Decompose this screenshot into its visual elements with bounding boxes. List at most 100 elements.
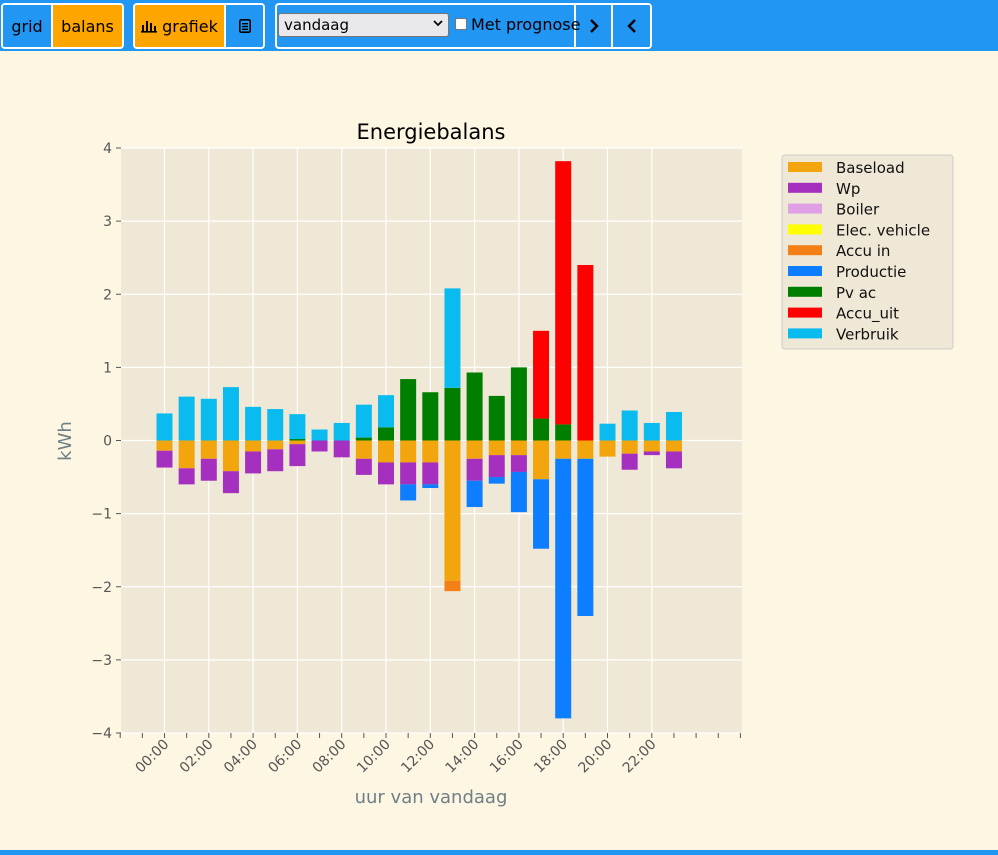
bar-wp — [378, 462, 394, 485]
x-tick-label: 18:00 — [531, 737, 571, 777]
bar-verbruik — [289, 414, 306, 440]
legend-box — [781, 154, 954, 350]
bar-accu-uit — [555, 161, 572, 425]
bar-chart-icon — [141, 21, 158, 33]
bar-verbruik — [355, 404, 372, 438]
bar-pv-ac — [378, 427, 394, 441]
legend-swatch — [788, 245, 822, 256]
bar-verbruik — [200, 398, 217, 441]
display-toggle-group: grafiek — [133, 3, 265, 49]
bar-productie — [488, 477, 505, 484]
divider — [574, 5, 576, 47]
legend-swatch — [788, 307, 822, 318]
bar-pv-ac — [555, 424, 572, 441]
bar-pv-ac — [355, 437, 372, 441]
bar-verbruik — [333, 422, 350, 441]
bar-verbruik — [599, 423, 616, 441]
period-select[interactable]: vandaag — [278, 13, 449, 37]
legend-entry: Verbruik — [836, 325, 899, 343]
list-icon — [238, 19, 251, 33]
bar-wp — [245, 451, 262, 474]
legend-swatch — [788, 266, 822, 276]
bar-pv-ac — [466, 372, 483, 441]
bar-verbruik — [222, 387, 239, 441]
bar-baseload — [665, 440, 682, 452]
table-view-button[interactable] — [226, 5, 263, 47]
bar-productie — [510, 471, 527, 513]
legend-entry: Boiler — [836, 201, 880, 219]
bar-accu-uit — [533, 330, 550, 419]
bar-wp — [400, 462, 417, 485]
bar-baseload — [422, 440, 439, 463]
y-tick-label: 2 — [103, 287, 112, 303]
x-tick-label: 08:00 — [310, 737, 350, 777]
grafiek-button[interactable]: grafiek — [135, 5, 224, 47]
legend-swatch — [788, 182, 822, 193]
bar-baseload — [621, 440, 638, 454]
y-tick-label: −3 — [91, 653, 112, 669]
bar-baseload — [466, 440, 483, 459]
legend-entry: Elec. vehicle — [836, 221, 930, 239]
y-tick-label: 4 — [103, 141, 112, 157]
bar-baseload — [156, 440, 173, 451]
legend-swatch — [788, 286, 822, 297]
legend-entry: Accu_uit — [836, 305, 899, 324]
bar-pv-ac — [510, 367, 527, 441]
bar-wp — [156, 450, 173, 468]
bar-accu-uit — [577, 265, 594, 441]
y-tick-label: −1 — [91, 507, 112, 523]
y-tick-label: 0 — [103, 434, 112, 450]
bar-pv-ac — [422, 392, 439, 441]
bar-baseload — [533, 440, 550, 480]
bar-baseload — [267, 440, 284, 450]
y-tick-label: −4 — [91, 726, 112, 742]
chart-area: −4 −3 −2 −1 0 1 2 3 4 00:00 02:00 04:00 06:00 08:00 10… — [0, 51, 998, 850]
bar-wp — [422, 462, 439, 485]
bar-wp — [665, 451, 682, 469]
x-tick-label: 04:00 — [221, 737, 261, 777]
bar-accu-in — [444, 580, 461, 592]
prognose-checkbox[interactable] — [455, 18, 467, 30]
bar-wp — [267, 449, 284, 472]
bar-productie — [466, 480, 483, 508]
toolbar: grid balans grafiek — [0, 0, 998, 51]
bar-baseload — [245, 440, 262, 452]
bar-wp — [311, 440, 328, 452]
bar-verbruik — [245, 406, 262, 441]
previous-button[interactable] — [613, 5, 650, 47]
bar-wp — [222, 471, 239, 494]
legend-swatch — [788, 203, 822, 214]
bar-verbruik — [311, 429, 328, 441]
legend-entry: Wp — [836, 180, 860, 198]
divider — [611, 5, 613, 47]
bar-productie — [555, 458, 572, 719]
y-tick-label: −2 — [91, 580, 112, 596]
balans-button[interactable]: balans — [53, 5, 122, 47]
next-button[interactable] — [576, 5, 611, 47]
bar-verbruik — [621, 410, 638, 441]
bar-baseload — [378, 440, 394, 463]
bar-wp — [178, 468, 195, 485]
prognose-label: Met prognose — [471, 15, 581, 34]
bar-pv-ac — [289, 439, 306, 441]
bars — [156, 161, 682, 719]
divider — [224, 5, 226, 47]
bar-verbruik — [444, 288, 461, 388]
bar-wp — [466, 458, 483, 481]
bar-productie — [533, 479, 550, 549]
x-tick-label: 06:00 — [265, 737, 305, 777]
grafiek-label: grafiek — [162, 16, 218, 36]
bar-verbruik — [156, 413, 173, 441]
grid-button[interactable]: grid — [3, 5, 51, 47]
bar-verbruik — [643, 422, 660, 441]
bar-baseload — [577, 440, 594, 459]
bar-verbruik — [267, 409, 284, 441]
bar-pv-ac — [533, 418, 550, 441]
divider — [51, 5, 53, 47]
bar-baseload — [555, 440, 572, 459]
view-toggle-group: grid balans — [1, 3, 124, 49]
legend: Baseload Wp Boiler Elec. vehicle Accu in Prod… — [781, 154, 954, 350]
legend-entry: Baseload — [836, 159, 905, 177]
x-tick-label: 22:00 — [620, 737, 660, 777]
legend-swatch — [788, 328, 822, 339]
